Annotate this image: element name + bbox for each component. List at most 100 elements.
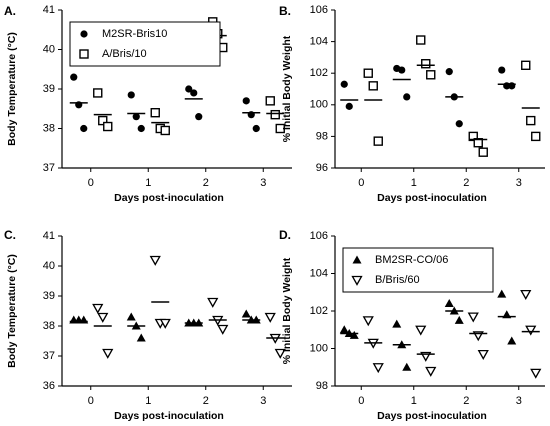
- y-axis-title: % Initial Body Weight: [281, 257, 293, 364]
- panel-label: A.: [4, 4, 16, 18]
- point: [159, 318, 171, 329]
- point: [468, 131, 478, 142]
- point: [103, 121, 113, 132]
- y-tick-label: 38: [43, 320, 55, 332]
- panel-label: C.: [4, 228, 16, 242]
- point: [520, 289, 532, 300]
- point: [150, 107, 160, 118]
- x-tick-label: 2: [463, 177, 469, 189]
- point: [497, 289, 507, 298]
- legend-label: BM2SR-CO/06: [375, 254, 448, 266]
- y-tick-label: 104: [310, 36, 328, 48]
- x-tick-label: 0: [358, 395, 364, 407]
- point: [454, 315, 464, 324]
- point: [363, 68, 373, 78]
- point: [149, 255, 161, 266]
- point: [372, 363, 384, 374]
- y-axis-title: % Initial Body Weight: [281, 35, 293, 142]
- point: [525, 325, 537, 336]
- y-tick-label: 40: [43, 43, 55, 55]
- point: [207, 297, 219, 308]
- point: [80, 124, 88, 133]
- point: [160, 125, 170, 136]
- x-tick-label: 2: [463, 395, 469, 407]
- point: [531, 131, 541, 142]
- y-tick-label: 104: [310, 267, 328, 279]
- legend-label: M2SR-Bris10: [102, 28, 167, 40]
- y-tick-label: 100: [310, 342, 328, 354]
- point: [92, 303, 104, 314]
- y-tick-label: 106: [310, 4, 328, 16]
- x-tick-label: 3: [516, 177, 522, 189]
- point: [265, 96, 275, 106]
- point: [241, 309, 251, 318]
- point: [80, 30, 88, 38]
- point: [403, 93, 411, 101]
- y-tick-label: 100: [310, 99, 328, 111]
- point: [477, 349, 489, 360]
- point: [444, 299, 454, 307]
- point: [467, 312, 479, 323]
- point: [521, 60, 531, 70]
- point: [264, 312, 276, 323]
- x-tick-label: 1: [411, 395, 417, 407]
- y-tick-label: 98: [316, 130, 328, 142]
- point: [127, 91, 135, 99]
- y-tick-label: 39: [43, 290, 55, 302]
- x-axis-title: Days post-inoculation: [114, 192, 224, 204]
- panel-label: B.: [279, 4, 291, 18]
- y-tick-label: 102: [310, 67, 328, 79]
- legend-label: A/Bris/10: [102, 48, 147, 60]
- point: [274, 348, 286, 359]
- x-tick-label: 0: [88, 177, 94, 189]
- point: [421, 59, 431, 69]
- y-tick-label: 41: [43, 4, 55, 16]
- point: [507, 336, 517, 345]
- point: [190, 89, 198, 97]
- point: [270, 109, 280, 120]
- point: [478, 147, 488, 157]
- point: [398, 66, 406, 74]
- point: [373, 136, 383, 146]
- point: [349, 330, 359, 339]
- point: [93, 88, 103, 98]
- point: [415, 325, 427, 336]
- point: [126, 312, 136, 321]
- point: [217, 324, 229, 335]
- point: [345, 102, 353, 110]
- point: [102, 348, 114, 359]
- point: [185, 85, 193, 93]
- y-tick-label: 37: [43, 350, 55, 362]
- y-tick-label: 41: [43, 230, 55, 242]
- point: [132, 113, 140, 121]
- point: [473, 138, 483, 148]
- point: [136, 333, 146, 342]
- legend-label: B/Bris/60: [375, 274, 420, 286]
- point: [445, 68, 453, 76]
- x-tick-label: 0: [358, 177, 364, 189]
- y-tick-label: 96: [316, 162, 328, 174]
- y-tick-label: 36: [43, 380, 55, 392]
- x-tick-label: 3: [516, 395, 522, 407]
- y-tick-label: 106: [310, 230, 328, 242]
- x-tick-label: 3: [260, 177, 266, 189]
- point: [368, 81, 378, 91]
- point: [195, 113, 203, 121]
- point: [137, 124, 145, 133]
- point: [70, 73, 78, 81]
- x-tick-label: 1: [145, 395, 151, 407]
- point: [98, 115, 108, 126]
- y-tick-label: 102: [310, 305, 328, 317]
- point: [498, 66, 506, 74]
- point: [352, 255, 362, 264]
- y-tick-label: 40: [43, 260, 55, 272]
- point: [402, 362, 412, 371]
- x-axis-title: Days post-inoculation: [114, 410, 224, 422]
- x-tick-label: 2: [203, 395, 209, 407]
- point: [339, 325, 349, 334]
- point: [362, 316, 374, 327]
- point: [252, 124, 260, 133]
- y-axis-title: Body Temperature (°C): [6, 32, 18, 146]
- point: [526, 115, 536, 126]
